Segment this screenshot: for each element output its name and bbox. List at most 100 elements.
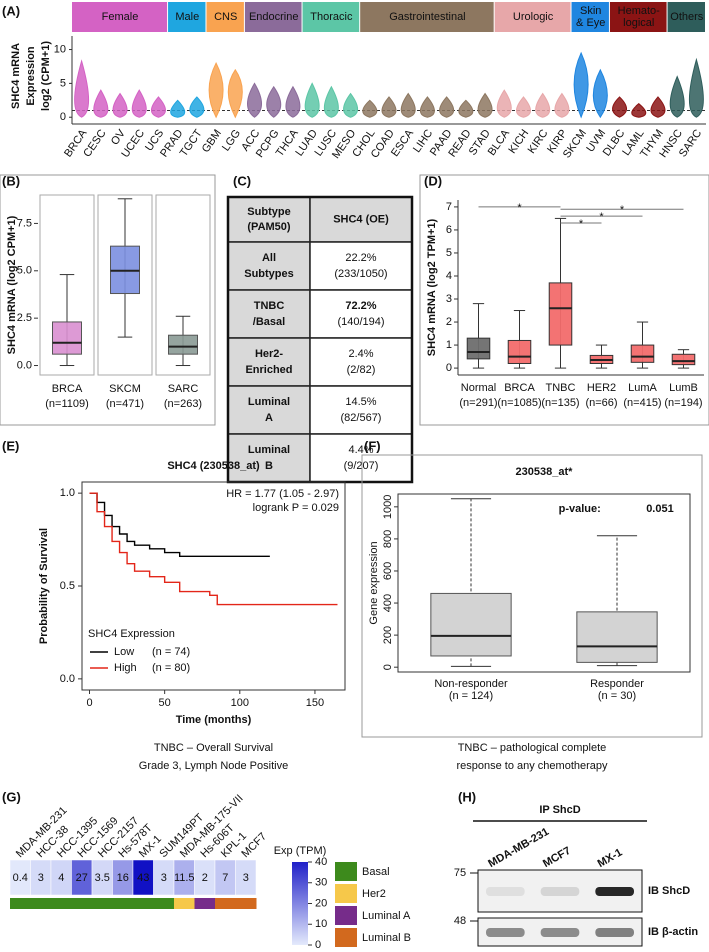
y-tick-label: 6 [446,224,452,236]
cell-value: 0.4 [13,872,28,884]
y-tick-label: 600 [382,562,394,580]
group-name: CNS [214,11,237,23]
legend-label: Low [114,646,134,658]
table-cell [309,241,413,291]
table-value: (2/82) [347,364,376,376]
x-tick-label: Non-responder [434,678,508,690]
y-axis-label: log2 (CPM+1) [40,41,52,111]
violin [266,85,282,118]
y-tick-label: 200 [382,626,394,644]
row-header: All [262,252,276,264]
chart-title: 230538_at* [516,466,574,478]
violin [189,96,205,118]
y-tick-label: 10 [54,43,66,55]
group-header [168,2,206,32]
survival-curve [89,492,270,557]
panel-label: (H) [458,789,476,804]
cell-value: 16 [117,872,129,884]
row-header: TNBC [254,300,285,312]
legend-note: (n = 74) [152,646,190,658]
cell-value: 4 [58,872,64,884]
lane-label: MDA-MB-231 [486,826,551,870]
violin [150,96,166,118]
violin [227,68,243,119]
subtype-cell [30,898,52,909]
panel-label: (B) [2,173,20,188]
table-value: 4.4% [348,444,373,456]
violin [631,103,647,118]
y-tick-label: 0 [446,362,452,374]
violin [343,92,359,118]
y-tick-label: 2.5 [17,312,32,324]
x-tick-label: ESCA [389,127,416,159]
box [168,334,198,355]
group-name: Male [175,11,199,23]
y-axis-label: Gene expression [368,541,380,624]
legend-label: Luminal A [362,910,411,922]
colorbar-tick-label: 30 [315,877,327,889]
group-name: Urologic [513,11,554,23]
category-note: (n=263) [164,398,202,410]
category-note: (n = 124) [449,690,493,702]
category-note: (n=471) [106,398,144,410]
caption: Grade 3, Lymph Node Positive [139,760,288,772]
colorbar [292,862,308,945]
plot-frame [397,493,691,673]
violin [112,92,128,118]
group-name: Hemato- [618,5,661,17]
table-cell [309,385,413,435]
legend-note: (n = 80) [152,662,190,674]
size-marker: 75 [454,867,466,879]
group-header [302,2,360,32]
y-tick-label: 5.0 [17,265,32,277]
x-tick-label: TNBC [546,382,576,394]
annotation: p-value: [559,503,601,515]
y-axis-label: SHC4 mRNA (log2 CPM+1) [6,215,18,354]
significance-star: * [620,204,625,216]
group-name: Endocrine [249,11,299,23]
category-note: (n=66) [585,397,617,409]
group-header [571,2,609,32]
caption: TNBC – pathological complete [458,742,607,754]
group-header [667,2,705,32]
x-tick-label: LumA [628,382,657,394]
row-header: /Basal [253,316,285,328]
x-tick-label: 150 [306,697,324,709]
x-tick-label: KICH [506,127,531,155]
panel-label: (C) [233,173,251,188]
x-tick-label: BRCA [504,382,535,394]
violin [400,92,416,118]
cell-value: 3 [161,872,167,884]
group-name: Skin [580,5,601,17]
chart-title: SHC4 (230538_at) [167,460,260,472]
y-axis-label: SHC4 mRNA [10,43,22,109]
category-note: (n=194) [664,397,702,409]
violin [688,57,704,118]
violin [208,61,224,119]
y-tick-label: 0.5 [60,580,75,592]
y-tick-label: 1.0 [60,487,75,499]
violin [496,89,512,118]
table-header: SHC4 (OE) [333,213,389,225]
row-header: Her2- [255,348,283,360]
group-name: & Eye [576,17,605,29]
band [486,928,525,937]
table-cell [227,196,311,243]
violin [515,96,531,118]
table-value: 2.4% [348,348,373,360]
violin [669,75,685,118]
violin [439,96,455,118]
violin [592,68,608,119]
row-header: A [265,412,273,424]
caption: response to any chemotherapy [456,760,608,772]
group-header [360,2,494,32]
violin [477,92,493,118]
row-header: Enriched [245,364,292,376]
box [630,344,655,363]
y-axis-label: SHC4 mRNA (log2 TPM+1) [426,218,438,356]
table-header: Subtype [247,206,290,218]
colorbar-tick-label: 0 [315,939,321,951]
x-tick-label: HER2 [587,382,616,394]
box [671,353,696,366]
y-tick-label: 0.0 [17,359,32,371]
